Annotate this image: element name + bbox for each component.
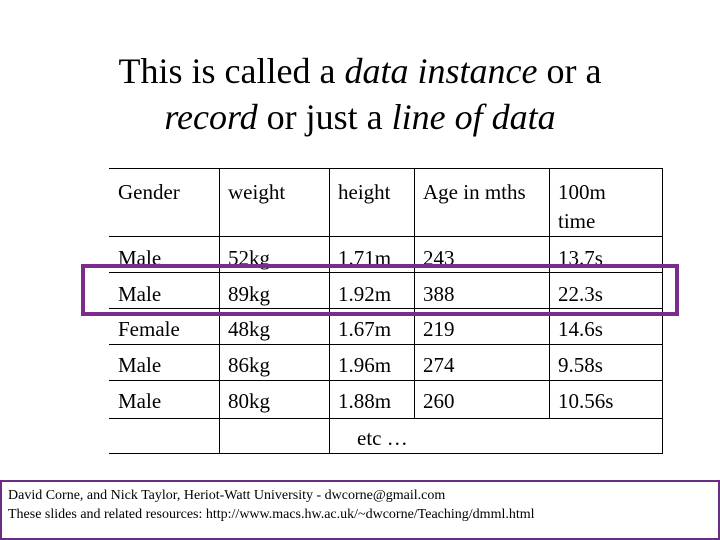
footer-resources: These slides and related resources: http… (8, 507, 535, 522)
table-cell: 274 (423, 353, 455, 377)
table-cell: Female (118, 317, 180, 341)
column-divider (414, 168, 415, 418)
etc-label: etc … (357, 426, 408, 450)
header-cell: Gender (118, 180, 180, 204)
table-cell: 86kg (228, 353, 270, 377)
row-divider (109, 168, 663, 169)
table-cell: 388 (423, 282, 455, 306)
title-text: This is called a (118, 51, 345, 91)
table-cell: Male (118, 353, 162, 377)
table-cell: 89kg (228, 282, 270, 306)
column-divider (329, 168, 330, 454)
table-cell: Male (118, 389, 162, 413)
row-divider (109, 344, 663, 345)
table-cell: 260 (423, 389, 455, 413)
header-cell: Age in mths (423, 180, 526, 204)
highlight-box (81, 264, 679, 316)
row-divider (109, 272, 663, 273)
table-cell: 80kg (228, 389, 270, 413)
column-divider (219, 168, 220, 454)
table-cell: 10.56s (558, 389, 614, 413)
slide-title: This is called a data instance or a reco… (0, 48, 720, 140)
table-cell: 1.88m (338, 389, 392, 413)
data-table: Gender weight height Age in mths 100m ti… (109, 168, 663, 454)
title-emphasis: data instance (344, 51, 538, 91)
header-cell: 100m (558, 180, 606, 204)
row-divider (109, 308, 663, 309)
table-cell: 1.92m (338, 282, 392, 306)
table-cell: 219 (423, 317, 455, 341)
row-divider (109, 236, 663, 237)
table-cell: 1.67m (338, 317, 392, 341)
row-divider (109, 380, 663, 381)
title-text: or just a (257, 97, 392, 137)
table-cell: Male (118, 282, 162, 306)
footer-credits: David Corne, and Nick Taylor, Heriot-Wat… (8, 488, 446, 503)
title-emphasis: line of data (391, 97, 556, 137)
table-cell: 14.6s (558, 317, 603, 341)
row-divider (109, 418, 663, 419)
title-emphasis: record (164, 97, 258, 137)
header-cell: weight (228, 180, 286, 204)
table-cell: 48kg (228, 317, 270, 341)
footer: David Corne, and Nick Taylor, Heriot-Wat… (0, 480, 720, 540)
table-cell: 22.3s (558, 282, 603, 306)
title-line-2: record or just a line of data (0, 94, 720, 140)
table-cell: 1.96m (338, 353, 392, 377)
column-divider (549, 168, 550, 418)
title-line-1: This is called a data instance or a (0, 48, 720, 94)
table-cell: 9.58s (558, 353, 603, 377)
header-cell: height (338, 180, 391, 204)
title-text: or a (537, 51, 602, 91)
header-cell: time (558, 209, 596, 233)
